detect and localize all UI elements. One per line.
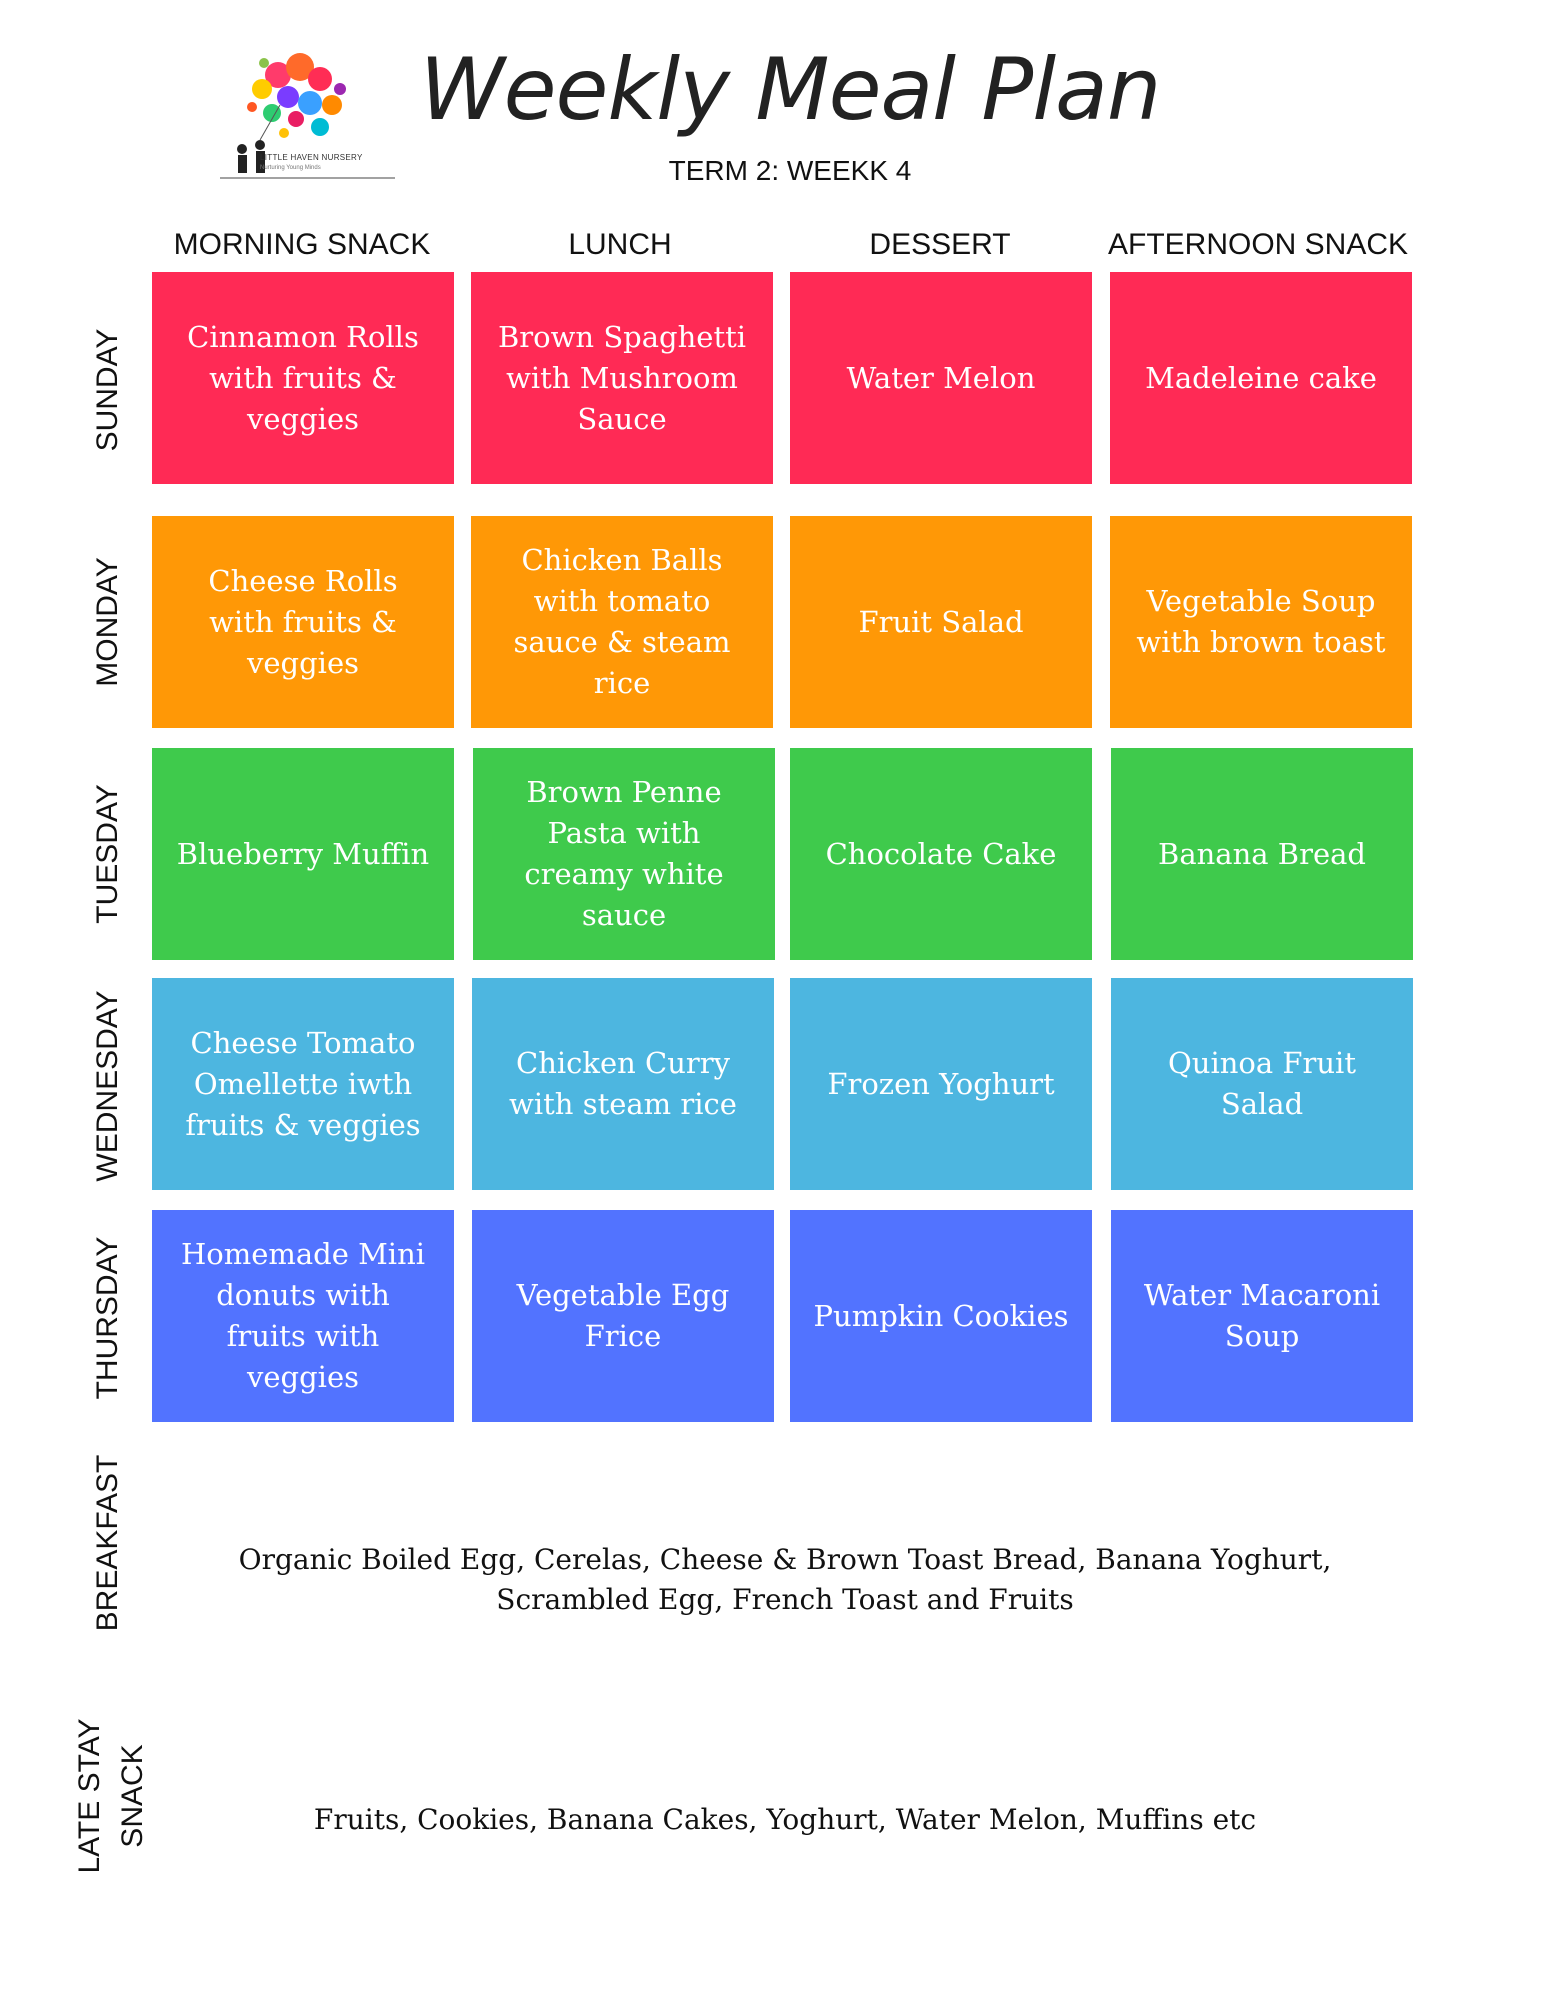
row-header-wednesday: WEDNESDAY — [91, 990, 124, 1182]
meal-cell: Pumpkin Cookies — [790, 1210, 1092, 1422]
page-title: Weekly Meal Plan — [419, 40, 1162, 140]
breakfast-text: Organic Boiled Egg, Cerelas, Cheese & Br… — [238, 1543, 1332, 1616]
column-header-morning-snack: MORNING SNACK — [173, 228, 431, 261]
late-stay-snack-text: Fruits, Cookies, Banana Cakes, Yoghurt, … — [313, 1803, 1257, 1836]
row-header-thursday: THURSDAY — [91, 1236, 124, 1400]
row-header-monday: MONDAY — [91, 557, 124, 687]
meal-cell: Cheese Tomato Omellette iwth fruits & ve… — [152, 978, 454, 1190]
meal-cell: Banana Bread — [1111, 748, 1413, 960]
meal-cell: Quinoa Fruit Salad — [1111, 978, 1413, 1190]
row-header-late-stay-line2: SNACK — [116, 1744, 149, 1848]
meal-cell: Cinnamon Rolls with fruits & veggies — [152, 272, 454, 484]
row-header-tuesday: TUESDAY — [91, 784, 124, 924]
meal-cell: Homemade Mini donuts with fruits with ve… — [152, 1210, 454, 1422]
column-header-lunch: LUNCH — [568, 228, 672, 261]
meal-cell: Chocolate Cake — [790, 748, 1092, 960]
meal-cell: Water Melon — [790, 272, 1092, 484]
meal-cell: Chicken Curry with steam rice — [472, 978, 774, 1190]
meal-cell: Blueberry Muffin — [152, 748, 454, 960]
row-header-breakfast: BREAKFAST — [91, 1454, 124, 1632]
logo-tagline: Nurturing Young Minds — [260, 165, 321, 171]
row-header-late-stay-line1: LATE STAY — [73, 1718, 106, 1874]
meal-cell: Chicken Balls with tomato sauce & steam … — [471, 516, 773, 728]
nursery-logo: LITTLE HAVEN NURSERY Nurturing Young Min… — [200, 45, 400, 185]
logo-name: LITTLE HAVEN NURSERY — [260, 153, 363, 162]
meal-cell: Vegetable Egg Frice — [472, 1210, 774, 1422]
page-subtitle: TERM 2: WEEKK 4 — [668, 155, 912, 186]
meal-cell: Cheese Rolls with fruits & veggies — [152, 516, 454, 728]
meal-cell: Fruit Salad — [790, 516, 1092, 728]
column-header-dessert: DESSERT — [869, 228, 1011, 261]
row-header-sunday: SUNDAY — [91, 328, 124, 452]
meal-cell: Brown Spaghetti with Mushroom Sauce — [471, 272, 773, 484]
meal-cell: Vegetable Soup with brown toast — [1110, 516, 1412, 728]
column-header-afternoon-snack: AFTERNOON SNACK — [1108, 228, 1409, 261]
meal-cell: Brown Penne Pasta with creamy white sauc… — [473, 748, 775, 960]
balloons-logo-icon — [220, 53, 395, 179]
meal-cell: Madeleine cake — [1110, 272, 1412, 484]
meal-cell: Frozen Yoghurt — [790, 978, 1092, 1190]
meal-cell: Water Macaroni Soup — [1111, 1210, 1413, 1422]
